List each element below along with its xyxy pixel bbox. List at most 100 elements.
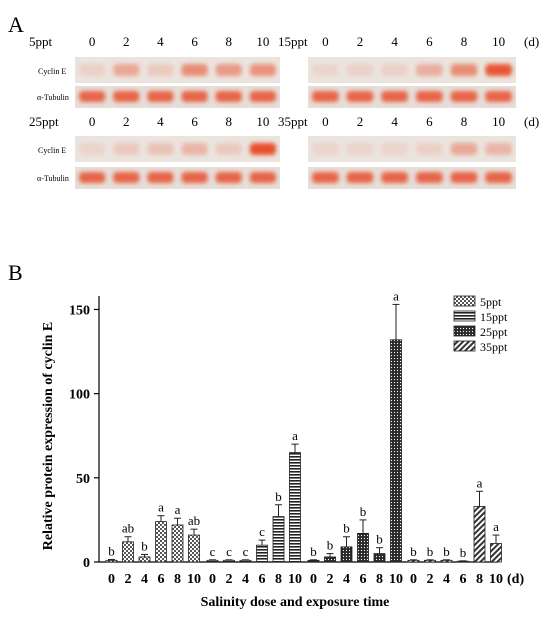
cyclin-e-band xyxy=(181,143,208,155)
x-tick-label: 4 xyxy=(443,572,450,587)
cyclin-e-band xyxy=(181,64,208,76)
tubulin-band xyxy=(79,172,106,183)
bar-25ppt-day-10 xyxy=(390,339,402,563)
day-label: 8 xyxy=(226,114,233,129)
x-tick-label: 0 xyxy=(209,572,216,587)
tubulin-band xyxy=(181,172,208,183)
x-tick-label: 6 xyxy=(259,572,266,587)
significance-letter: b xyxy=(460,545,467,560)
x-tick-label: 4 xyxy=(242,572,249,587)
cyclin-row-label: Cyclin E xyxy=(38,67,66,76)
x-tick-label: 8 xyxy=(275,572,282,587)
tubulin-row-label: α-Tubulin xyxy=(37,174,69,183)
significance-letter: b xyxy=(108,543,115,558)
day-label: 8 xyxy=(461,34,468,49)
bar-25ppt-day-8 xyxy=(373,553,386,563)
cyclin-e-band xyxy=(215,64,242,76)
tubulin-band xyxy=(416,172,443,183)
x-tick-label: 10 xyxy=(288,572,302,587)
tubulin-band xyxy=(249,172,276,183)
salinity-label: 25ppt xyxy=(29,114,59,129)
significance-letter: a xyxy=(158,500,164,515)
cyclin-membrane xyxy=(308,136,516,162)
significance-letter: b xyxy=(410,544,417,559)
x-axis-label: Salinity dose and exposure time xyxy=(201,595,390,610)
x-tick-label: 8 xyxy=(376,572,383,587)
day-label: 4 xyxy=(157,114,164,129)
significance-letter: c xyxy=(226,544,232,559)
salinity-label: 5ppt xyxy=(29,34,53,49)
cyclin-e-band xyxy=(249,143,276,155)
tubulin-band xyxy=(346,172,374,183)
tubulin-band xyxy=(147,91,174,102)
tubulin-band xyxy=(312,172,339,183)
salinity-label: 15ppt xyxy=(278,34,308,49)
x-tick-label: 6 xyxy=(460,572,467,587)
day-label: 10 xyxy=(492,34,505,49)
tubulin-band xyxy=(249,91,276,102)
legend-swatch xyxy=(453,295,476,307)
legend-label: 5ppt xyxy=(480,295,502,309)
tubulin-band xyxy=(181,91,208,102)
bar-35ppt-day-0 xyxy=(407,559,420,563)
tubulin-membrane xyxy=(75,167,280,189)
tubulin-row-label: α-Tubulin xyxy=(37,93,69,102)
significance-letter: c xyxy=(259,524,265,539)
bar-5ppt-day-10 xyxy=(188,534,200,563)
cyclin-e-band xyxy=(450,64,478,76)
cyclin-e-band xyxy=(450,143,478,155)
cyclin-e-band xyxy=(416,64,443,76)
bar-15ppt-day-8 xyxy=(272,516,285,563)
bar-15ppt-day-2 xyxy=(223,559,235,563)
significance-letter: b xyxy=(376,532,383,547)
day-label: 8 xyxy=(461,114,468,129)
day-label: 6 xyxy=(426,114,433,129)
cyclin-e-band xyxy=(79,143,106,155)
cyclin-e-band xyxy=(249,64,276,76)
tubulin-band xyxy=(312,91,339,102)
cyclin-e-band xyxy=(381,143,408,155)
y-tick-label: 150 xyxy=(69,303,90,318)
tubulin-band xyxy=(113,91,140,102)
cyclin-e-band xyxy=(147,143,174,155)
x-tick-label: 2 xyxy=(226,572,233,587)
panel-a-label: A xyxy=(8,12,24,37)
cyclin-e-band xyxy=(416,143,443,155)
tubulin-band xyxy=(381,172,408,183)
significance-letter: b xyxy=(141,538,148,553)
bar-15ppt-day-10 xyxy=(289,452,301,563)
bar-15ppt-day-4 xyxy=(239,559,252,563)
significance-letter: a xyxy=(393,288,399,303)
x-tick-label: 2 xyxy=(125,572,132,587)
significance-letter: b xyxy=(343,521,350,536)
bar-5ppt-day-0 xyxy=(105,559,118,563)
tubulin-band xyxy=(147,172,174,183)
significance-letter: b xyxy=(427,544,434,559)
y-axis-label: Relative protein expression of cyclin E xyxy=(41,322,56,551)
cyclin-e-band xyxy=(381,64,408,76)
x-tick-label: 10 xyxy=(187,572,201,587)
bar-5ppt-day-6 xyxy=(155,521,167,563)
bar-5ppt-day-2 xyxy=(122,541,134,563)
bar-35ppt-day-2 xyxy=(424,559,436,563)
bar-25ppt-day-6 xyxy=(357,532,369,563)
bar-35ppt-day-4 xyxy=(440,559,453,563)
significance-letter: a xyxy=(477,475,483,490)
cyclin-e-band xyxy=(312,143,339,155)
significance-letter: b xyxy=(275,489,282,504)
tubulin-band xyxy=(416,91,443,102)
day-label: 10 xyxy=(256,34,269,49)
bar-25ppt-day-4 xyxy=(340,546,353,563)
cyclin-e-band xyxy=(346,143,374,155)
bar-25ppt-day-2 xyxy=(324,556,336,563)
cyclin-membrane xyxy=(308,57,516,83)
day-label: 0 xyxy=(322,114,329,129)
cyclin-e-band xyxy=(346,64,374,76)
x-tick-label: 0 xyxy=(108,572,115,587)
cyclin-e-band xyxy=(215,143,242,155)
cyclin-membrane xyxy=(75,136,280,162)
bar-5ppt-day-4 xyxy=(138,556,151,563)
significance-letter: a xyxy=(292,428,298,443)
day-label: 2 xyxy=(123,34,130,49)
tubulin-band xyxy=(113,172,140,183)
